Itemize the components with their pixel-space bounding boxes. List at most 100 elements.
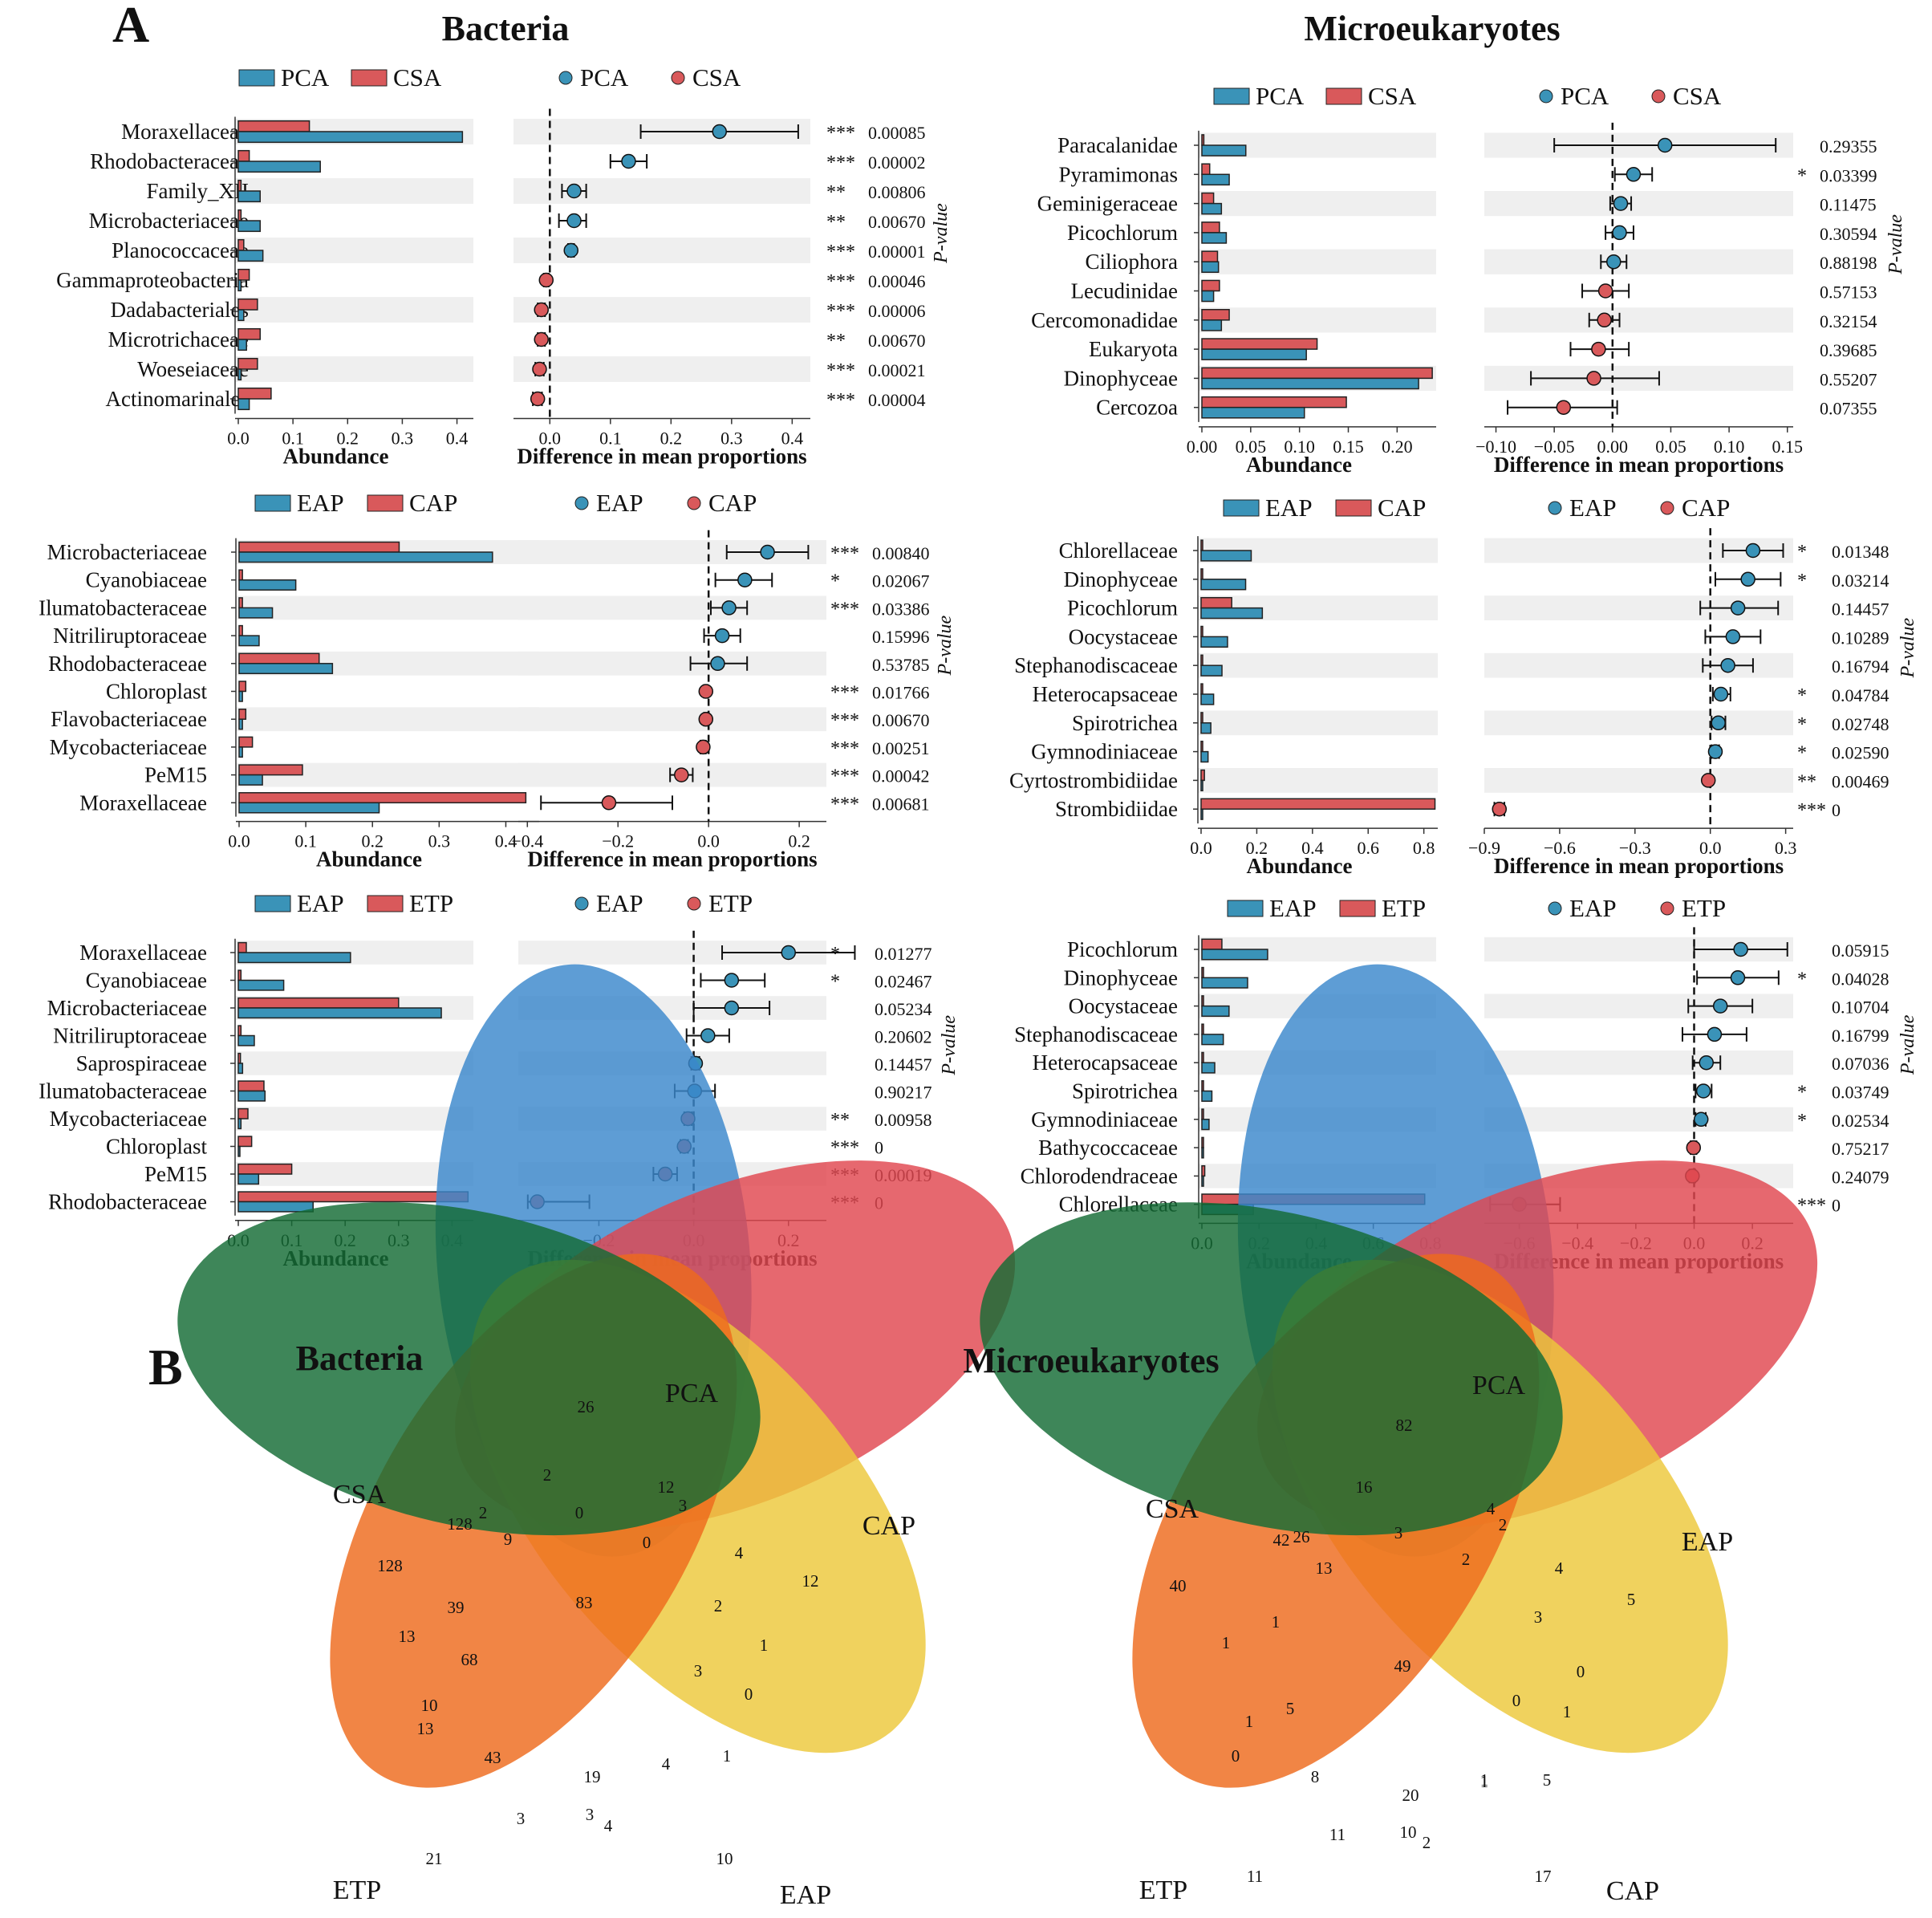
bar-pca bbox=[1201, 290, 1215, 303]
mean-difference-point bbox=[1707, 1026, 1723, 1042]
bar-pca bbox=[1201, 144, 1247, 156]
taxon-label: Heterocapsaceae bbox=[1033, 682, 1178, 706]
bar-pca bbox=[237, 161, 321, 173]
significance-stars: ** bbox=[1797, 771, 1816, 792]
mean-difference-point bbox=[1712, 998, 1728, 1014]
abundance-tick-label: 0.4 bbox=[446, 429, 469, 449]
taxon-label: Chlorodendraceae bbox=[1021, 1164, 1178, 1188]
bar-eap bbox=[1200, 636, 1228, 648]
row-strip-difference bbox=[1484, 190, 1793, 217]
venn-count: 19 bbox=[584, 1767, 601, 1786]
difference-tick-label: 0.0 bbox=[539, 429, 562, 449]
venn-count: 13 bbox=[399, 1627, 416, 1646]
abundance-tick-label: 0.3 bbox=[392, 429, 414, 449]
venn-count: 3 bbox=[679, 1496, 688, 1515]
taxon-label: Nitriliruptoraceae bbox=[53, 624, 207, 648]
bar-eap bbox=[237, 1145, 241, 1157]
venn-count: 2 bbox=[1499, 1515, 1508, 1534]
bar-cap bbox=[238, 764, 303, 776]
legend-dot-a bbox=[574, 496, 589, 510]
taxon-label: Planococcaceae bbox=[112, 238, 249, 262]
bar-eap bbox=[238, 663, 334, 675]
p-value-label: 0.39685 bbox=[1820, 340, 1877, 360]
bar-cap bbox=[1200, 654, 1203, 666]
row-strip-difference bbox=[518, 651, 826, 676]
legend-dot-label-a: EAP bbox=[1569, 494, 1617, 522]
row-strip-difference bbox=[513, 238, 810, 263]
bar-etp bbox=[1201, 995, 1204, 1007]
legend-dot-label-b: CSA bbox=[1673, 82, 1722, 110]
taxon-label: Stephanodiscaceae bbox=[1014, 653, 1178, 677]
p-value-label: 0.01766 bbox=[872, 683, 930, 703]
significance-stars: * bbox=[1797, 714, 1807, 735]
taxon-label: Gymnodiniaceae bbox=[1031, 1107, 1178, 1132]
mean-difference-point bbox=[1556, 400, 1572, 415]
bar-cap bbox=[1200, 683, 1203, 695]
row-strip-difference bbox=[1484, 1050, 1793, 1075]
bar-cap bbox=[238, 541, 400, 553]
venn-count: 10 bbox=[421, 1696, 438, 1715]
legend-label-b: CSA bbox=[393, 63, 442, 91]
bar-eap bbox=[1201, 1090, 1213, 1102]
venn-label-pca: PCA bbox=[665, 1379, 719, 1408]
bar-eap bbox=[238, 607, 274, 619]
taxon-label: Rhodobacteraceae bbox=[90, 149, 249, 173]
venn-label-etp: ETP bbox=[333, 1875, 381, 1905]
row-strip-difference bbox=[1484, 710, 1793, 736]
p-value-label: 0.16794 bbox=[1832, 656, 1889, 677]
bar-csa bbox=[1201, 250, 1219, 262]
p-value-label: 0.55207 bbox=[1820, 369, 1877, 389]
venn-count: 40 bbox=[1170, 1576, 1187, 1595]
significance-stars: *** bbox=[826, 123, 855, 144]
mean-difference-point bbox=[1720, 657, 1735, 673]
bar-csa bbox=[237, 209, 242, 221]
bar-pca bbox=[237, 368, 242, 381]
venn-label-csa: CSA bbox=[333, 1480, 387, 1510]
mean-difference-point bbox=[696, 739, 711, 755]
taxon-label: Saprospiraceae bbox=[76, 1051, 207, 1075]
bar-cap bbox=[1200, 798, 1436, 810]
legend-dot-label-b: ETP bbox=[1682, 894, 1726, 922]
bar-cap bbox=[238, 624, 243, 636]
mean-difference-point bbox=[721, 600, 737, 616]
p-value-label: 0.57153 bbox=[1820, 282, 1877, 303]
bar-etp bbox=[1201, 938, 1223, 950]
mean-difference-point bbox=[534, 302, 549, 318]
mean-difference-point bbox=[737, 572, 753, 587]
difference-axis-title: Difference in mean proportions bbox=[1494, 854, 1784, 878]
legend-dot-label-b: CSA bbox=[692, 63, 741, 91]
diff-chart-1: EAP CAP EAP CAP 0.0 0.1 0.2 0.3 0.4 Abundance −0.4… bbox=[39, 489, 956, 872]
difference-tick-label: −0.10 bbox=[1475, 437, 1516, 457]
significance-stars: ** bbox=[830, 1110, 850, 1131]
venn-count: 8 bbox=[1311, 1767, 1320, 1786]
row-strip-abundance bbox=[235, 238, 473, 263]
legend-dot-a bbox=[558, 71, 573, 85]
bar-pca bbox=[237, 398, 250, 411]
abundance-tick-label: 0.4 bbox=[495, 831, 518, 851]
mean-difference-point bbox=[760, 544, 775, 560]
taxon-label: Microtrichaceae bbox=[108, 327, 249, 351]
legend-swatch-a bbox=[238, 69, 275, 87]
venn-count: 13 bbox=[417, 1719, 434, 1738]
difference-tick-label: 0.2 bbox=[788, 831, 810, 851]
significance-stars: *** bbox=[830, 543, 859, 564]
bar-etp bbox=[237, 1163, 293, 1175]
row-strip-abundance bbox=[1199, 249, 1436, 274]
bar-csa bbox=[237, 238, 245, 251]
difference-tick-label: 0.2 bbox=[660, 429, 683, 449]
taxon-label: Ilumatobacteraceae bbox=[39, 595, 207, 620]
legend-label-b: ETP bbox=[1382, 894, 1426, 922]
p-value-label: 0.02534 bbox=[1832, 1111, 1889, 1131]
p-value-label: 0.16799 bbox=[1832, 1026, 1889, 1046]
mean-difference-point bbox=[1707, 744, 1723, 759]
legend-dot-label-a: EAP bbox=[1569, 894, 1617, 922]
difference-tick-label: 0.0 bbox=[1699, 838, 1722, 858]
legend-label-a: PCA bbox=[281, 63, 330, 91]
venn-count: 12 bbox=[658, 1477, 675, 1497]
abundance-axis-title: Abundance bbox=[316, 847, 422, 872]
mean-difference-point bbox=[621, 153, 636, 169]
significance-stars: *** bbox=[1797, 800, 1826, 821]
taxon-label: Ciliophora bbox=[1086, 250, 1179, 274]
venn-count: 26 bbox=[578, 1397, 595, 1416]
